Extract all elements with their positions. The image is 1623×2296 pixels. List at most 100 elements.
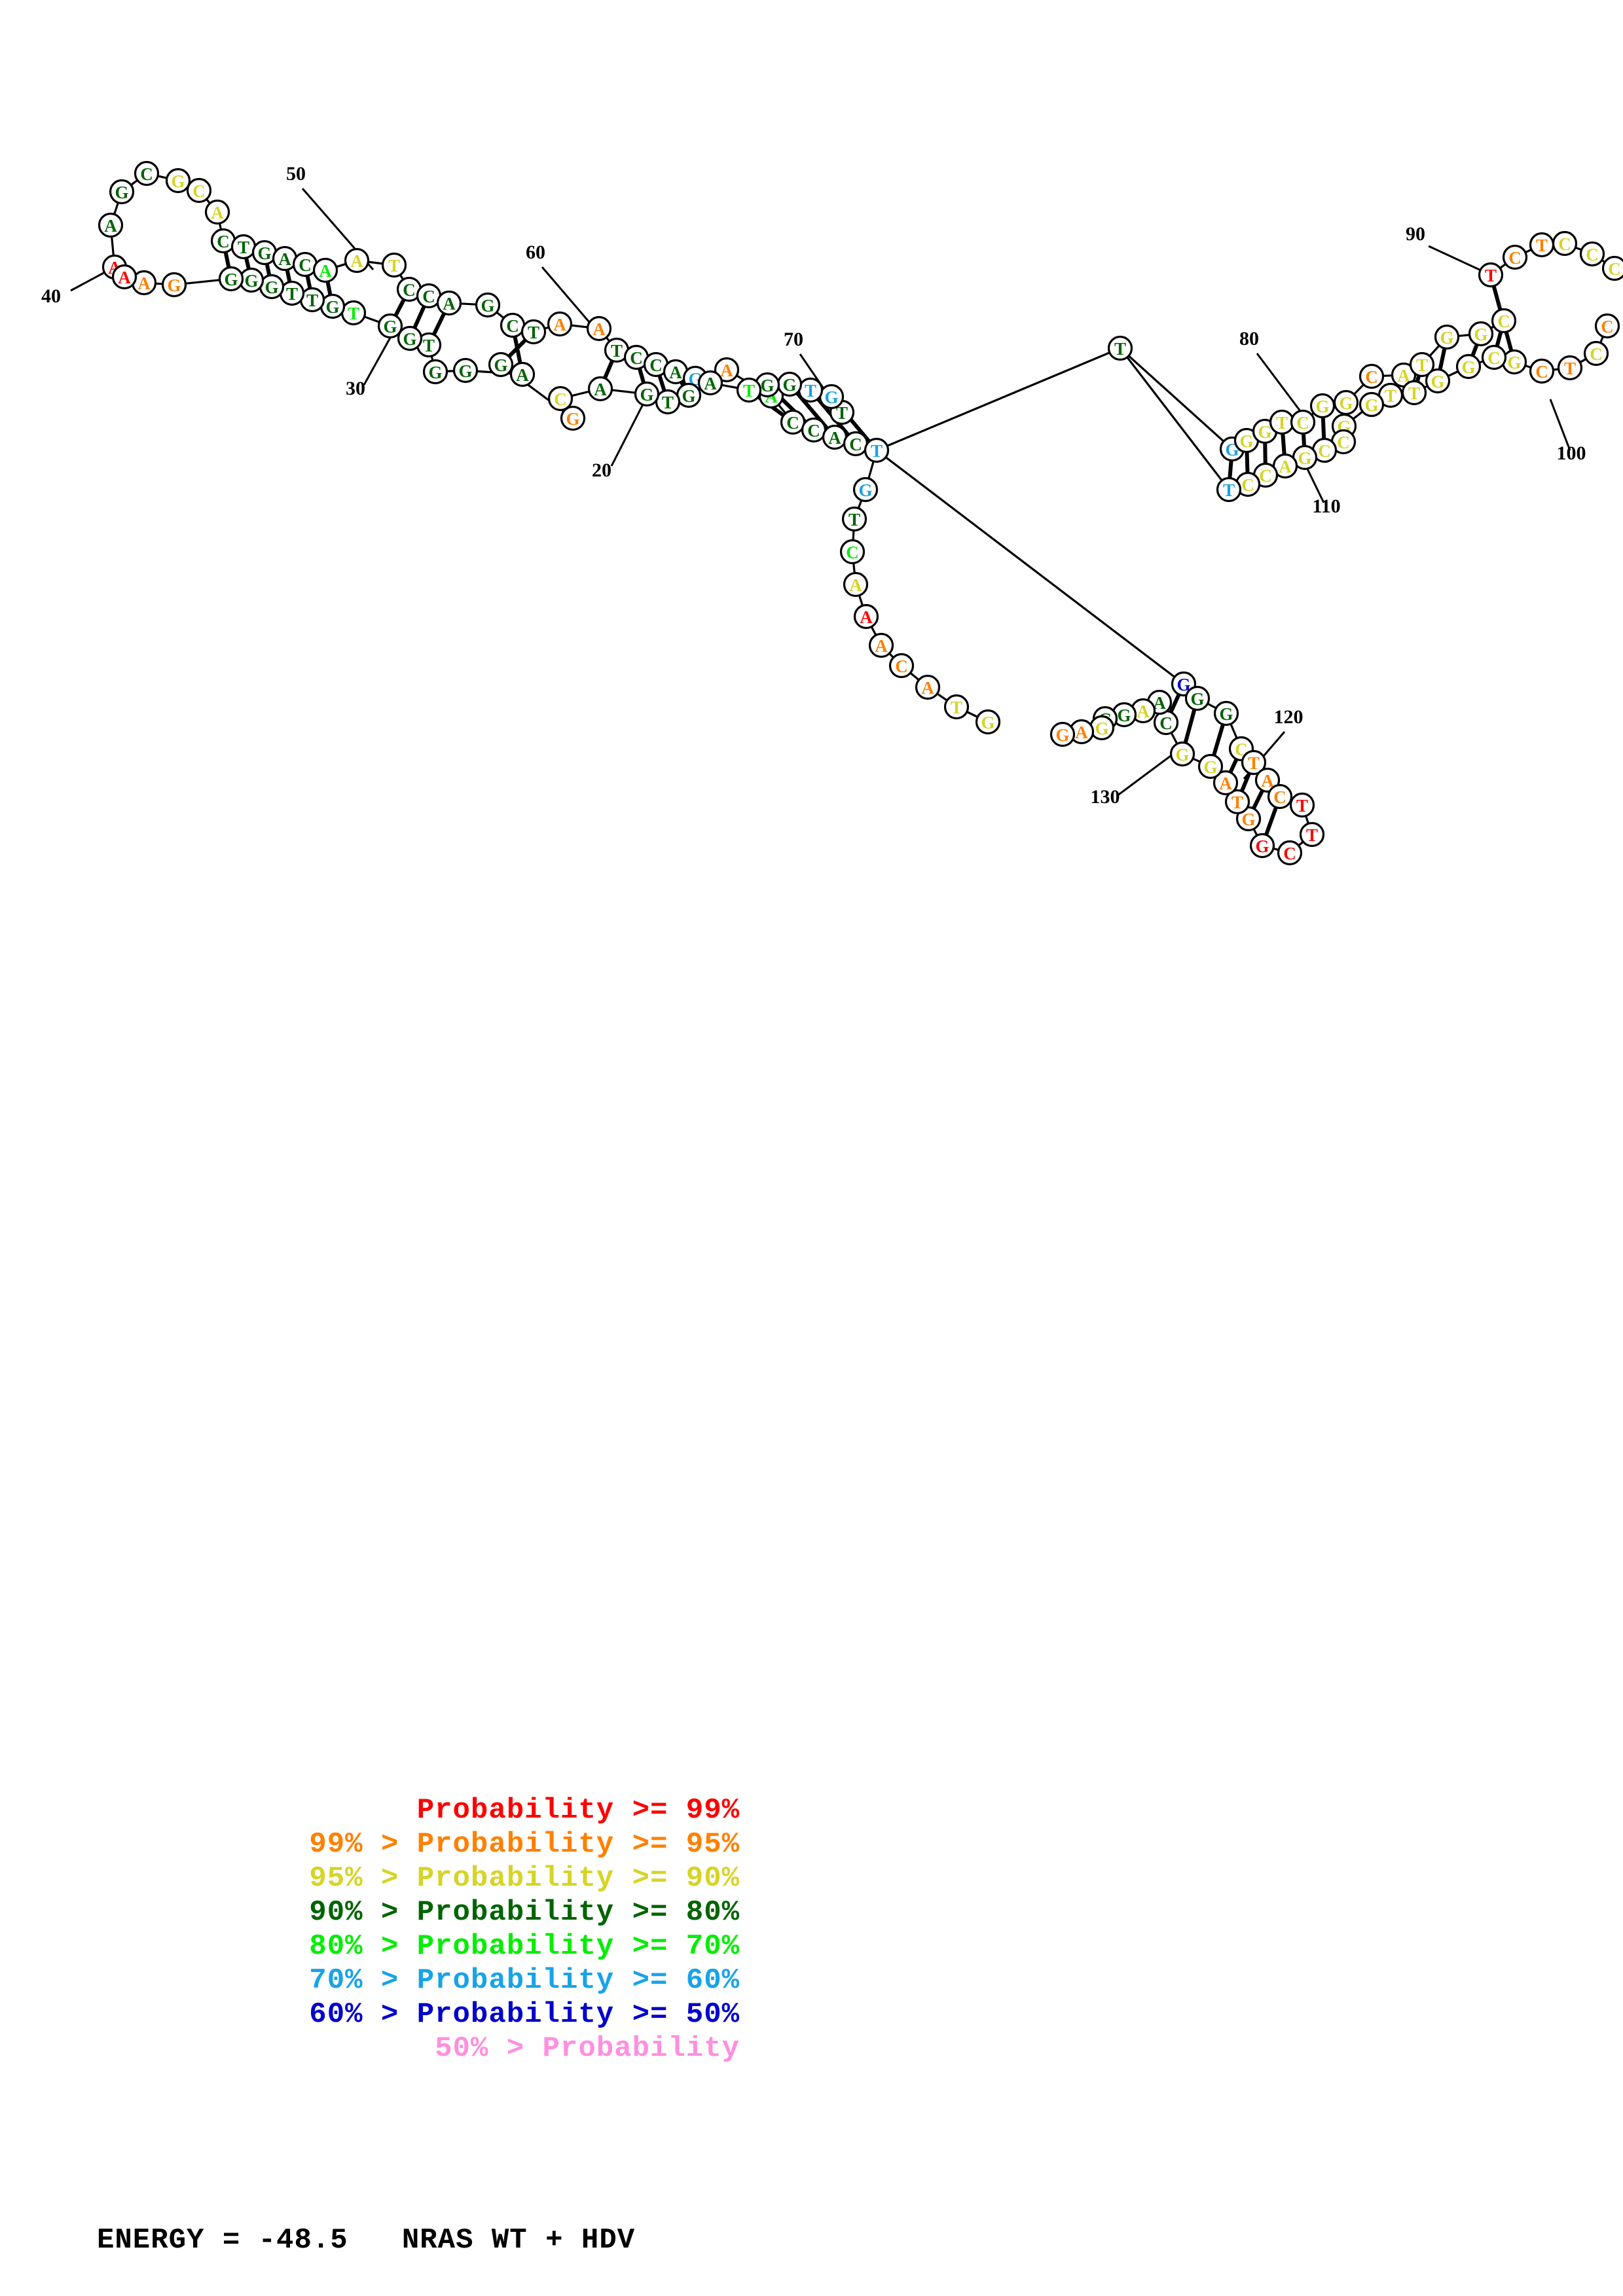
nucleotide[interactable]: A — [915, 674, 941, 700]
nucleotide[interactable]: G — [1213, 700, 1239, 726]
nucleotide[interactable]: T — [279, 280, 305, 306]
nucleotide[interactable]: T — [1478, 262, 1504, 288]
nucleotide[interactable]: C — [1330, 429, 1357, 455]
nucleotide[interactable]: T — [841, 506, 867, 532]
nucleotide[interactable]: G — [1292, 444, 1318, 471]
nucleotide[interactable]: C — [623, 344, 649, 370]
nucleotide[interactable]: A — [822, 424, 848, 450]
nucleotide[interactable]: A — [1391, 362, 1417, 388]
nucleotide[interactable]: C — [210, 228, 236, 254]
nucleotide[interactable]: T — [381, 252, 407, 278]
nucleotide[interactable]: G — [1434, 324, 1460, 350]
nucleotide[interactable]: G — [488, 351, 514, 378]
nucleotide[interactable]: C — [500, 312, 526, 338]
nucleotide[interactable]: C — [396, 276, 422, 302]
nucleotide[interactable]: G — [452, 357, 479, 384]
nucleotide[interactable]: A — [547, 311, 573, 337]
nucleotide[interactable]: T — [1224, 789, 1250, 815]
nucleotide[interactable]: C — [547, 386, 574, 412]
nucleotide[interactable]: G — [634, 381, 660, 407]
nucleotide[interactable]: G — [319, 293, 346, 319]
nucleotide[interactable]: C — [1491, 308, 1517, 334]
nucleotide[interactable]: C — [1601, 255, 1623, 281]
nucleotide[interactable]: A — [586, 315, 612, 342]
nucleotide[interactable]: G — [1197, 753, 1224, 780]
nucleotide[interactable]: G — [109, 179, 135, 205]
nucleotide[interactable]: T — [1529, 232, 1555, 258]
nucleotide[interactable]: C — [1481, 344, 1507, 370]
nucleotide[interactable]: G — [259, 274, 285, 300]
nucleotide[interactable]: T — [1409, 351, 1435, 378]
nucleotide[interactable]: C — [839, 539, 866, 565]
nucleotide[interactable]: G — [1425, 368, 1451, 394]
nucleotide[interactable]: G — [475, 292, 501, 318]
nucleotide[interactable]: A — [272, 245, 298, 272]
nucleotide[interactable]: G — [1184, 685, 1211, 711]
nucleotide[interactable]: G — [818, 384, 845, 410]
nucleotide[interactable]: C — [643, 351, 669, 378]
nucleotide[interactable]: G — [165, 168, 191, 194]
nucleotide[interactable]: G — [676, 382, 702, 408]
nucleotide[interactable]: A — [1068, 719, 1095, 745]
nucleotide[interactable]: A — [587, 376, 613, 402]
nucleotide[interactable]: T — [943, 694, 970, 720]
nucleotide[interactable]: G — [776, 371, 803, 397]
nucleotide[interactable]: G — [754, 372, 780, 398]
nucleotide[interactable]: G — [1169, 741, 1195, 767]
nucleotide[interactable]: A — [853, 603, 879, 630]
nucleotide[interactable]: A — [697, 370, 723, 396]
nucleotide[interactable]: T — [1299, 821, 1325, 848]
nucleotide[interactable]: T — [1557, 355, 1583, 381]
nucleotide[interactable]: G — [852, 476, 879, 503]
nucleotide[interactable]: C — [1552, 230, 1578, 257]
nucleotide[interactable]: G — [251, 240, 278, 266]
nucleotide[interactable]: T — [1241, 749, 1267, 776]
nucleotide[interactable]: C — [1529, 358, 1555, 384]
nucleotide[interactable]: C — [134, 160, 160, 187]
nucleotide[interactable]: C — [1153, 709, 1179, 736]
nucleotide[interactable]: T — [1216, 476, 1242, 503]
nucleotide[interactable]: T — [520, 319, 547, 345]
nucleotide[interactable]: C — [1359, 363, 1385, 389]
nucleotide[interactable]: A — [1213, 770, 1239, 796]
nucleotide[interactable]: T — [1289, 792, 1315, 818]
nucleotide[interactable]: C — [843, 431, 869, 457]
nucleotide[interactable]: C — [1290, 409, 1316, 435]
nucleotide[interactable]: T — [299, 287, 325, 313]
nucleotide[interactable]: G — [1309, 393, 1336, 419]
nucleotide[interactable]: C — [1594, 313, 1620, 339]
nucleotide[interactable]: A — [509, 361, 536, 387]
nucleotide[interactable]: A — [1254, 767, 1281, 793]
nucleotide[interactable]: G — [1359, 391, 1385, 418]
nucleotide[interactable]: G — [1455, 353, 1482, 380]
nucleotide[interactable]: G — [1468, 321, 1494, 347]
nucleotide[interactable]: T — [1107, 335, 1133, 361]
nucleotide[interactable]: G — [1501, 349, 1527, 375]
nucleotide[interactable]: G — [1249, 833, 1275, 859]
nucleotide[interactable]: G — [397, 325, 423, 351]
nucleotide[interactable]: C — [1277, 840, 1303, 866]
nucleotide[interactable]: G — [377, 313, 403, 339]
nucleotide[interactable]: G — [422, 359, 448, 385]
nucleotide[interactable]: G — [161, 272, 187, 298]
nucleotide[interactable]: G — [975, 709, 1001, 735]
nucleotide[interactable]: C — [1235, 471, 1261, 497]
nucleotide[interactable]: T — [230, 234, 257, 260]
nucleotide[interactable]: A — [868, 632, 894, 658]
nucleotide[interactable]: A — [714, 357, 740, 383]
nucleotide[interactable]: A — [204, 199, 230, 225]
nucleotide[interactable]: A — [843, 571, 869, 598]
nucleotide[interactable]: G — [1333, 389, 1359, 416]
nucleotide[interactable]: A — [344, 247, 370, 274]
nucleotide[interactable]: T — [340, 300, 367, 326]
nucleotide[interactable]: T — [655, 389, 681, 415]
nucleotide[interactable]: G — [1089, 715, 1115, 741]
nucleotide[interactable]: G — [218, 266, 244, 292]
nucleotide[interactable]: A — [312, 257, 338, 283]
nucleotide[interactable]: C — [780, 409, 806, 435]
nucleotide[interactable]: G — [1111, 702, 1137, 728]
nucleotide[interactable]: C — [1502, 244, 1528, 270]
nucleotide[interactable]: C — [1267, 783, 1293, 810]
nucleotide[interactable]: G — [238, 267, 264, 293]
nucleotide[interactable]: T — [1401, 380, 1427, 406]
